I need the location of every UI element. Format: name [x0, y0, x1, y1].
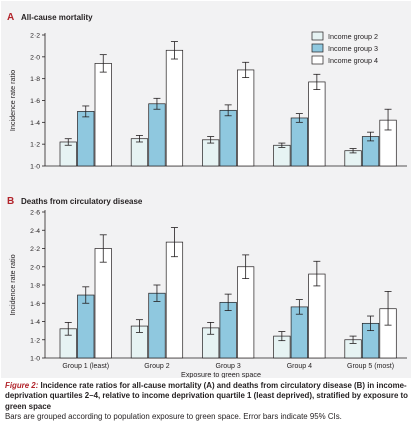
bar — [94, 63, 112, 167]
panel-letter: A — [7, 12, 14, 23]
y-tick-label: 2·6 — [30, 210, 40, 217]
bar — [130, 138, 149, 167]
bar — [308, 273, 326, 359]
bar — [273, 144, 291, 167]
y-tick-label: 2·2 — [30, 33, 40, 40]
y-tick-label: 1·8 — [30, 283, 40, 290]
bar — [77, 111, 95, 167]
y-tick-label: 1·0 — [30, 164, 40, 171]
chart-svg: A All-cause mortality 1·0 1·2 1·4 1·6 1·8 2·0 2·… — [7, 12, 407, 378]
bar — [148, 292, 166, 359]
bar — [308, 81, 326, 167]
legend-label: Income group 4 — [328, 56, 378, 65]
y-axis-label: Incidence rate ratio — [8, 70, 17, 131]
x-tick-label: Group 2 — [144, 363, 169, 370]
chart-panel-b: B Deaths from circulatory disease 1·0 1·2 1·… — [7, 196, 407, 378]
bar — [290, 117, 308, 167]
legend-label: Income group 3 — [328, 44, 378, 53]
legend-swatch — [311, 43, 324, 53]
bar — [237, 69, 255, 167]
y-tick-label: 1·2 — [30, 142, 40, 149]
y-tick-label: 2·4 — [30, 228, 40, 235]
caption-note: Bars are grouped according to population… — [5, 411, 342, 421]
legend: Income group 2 Income group 3 Income group… — [311, 31, 378, 65]
panel-letter: B — [7, 196, 14, 207]
y-tick-label: 1·6 — [30, 301, 40, 308]
bar — [165, 241, 184, 359]
bar — [202, 139, 220, 167]
chart-panel-a: A All-cause mortality 1·0 1·2 1·4 1·6 1·8 2·0 2·… — [7, 12, 407, 171]
y-tick-label: 1·2 — [30, 337, 40, 344]
bar — [165, 49, 184, 167]
x-tick-label: Group 3 — [216, 363, 241, 370]
panel-title: All-cause mortality — [21, 13, 93, 22]
x-tick-label: Group 4 — [287, 363, 312, 370]
y-tick-label: 2·2 — [30, 246, 40, 253]
bar — [219, 109, 237, 167]
legend-swatch — [311, 55, 324, 65]
y-tick-label: 1·0 — [30, 356, 40, 363]
y-tick-label: 1·4 — [30, 319, 40, 326]
y-tick-label: 1·6 — [30, 98, 40, 105]
panel-title: Deaths from circulatory disease — [21, 197, 143, 206]
x-tick-label: Group 5 (most) — [347, 363, 394, 370]
bar — [148, 103, 166, 167]
legend-swatch — [311, 31, 324, 41]
figure-caption: Figure 2: Incidence rate ratios for all-… — [5, 381, 409, 422]
caption-label: Figure 2: — [5, 381, 39, 390]
y-tick-label: 2·0 — [30, 54, 40, 61]
bar — [237, 266, 255, 359]
x-axis-label: Exposure to green space — [181, 370, 261, 378]
y-tick-label: 2·0 — [30, 264, 40, 271]
y-axis-label: Incidence rate ratio — [8, 254, 17, 315]
x-tick-label: Group 1 (least) — [62, 363, 109, 370]
chart-panel-background — [1, 1, 411, 378]
legend-label: Income group 2 — [328, 32, 378, 41]
y-tick-label: 1·8 — [30, 76, 40, 83]
bar — [77, 294, 95, 359]
bar — [94, 248, 112, 359]
y-tick-label: 1·4 — [30, 120, 40, 127]
caption-title: Incidence rate ratios for all-cause mort… — [5, 381, 408, 411]
